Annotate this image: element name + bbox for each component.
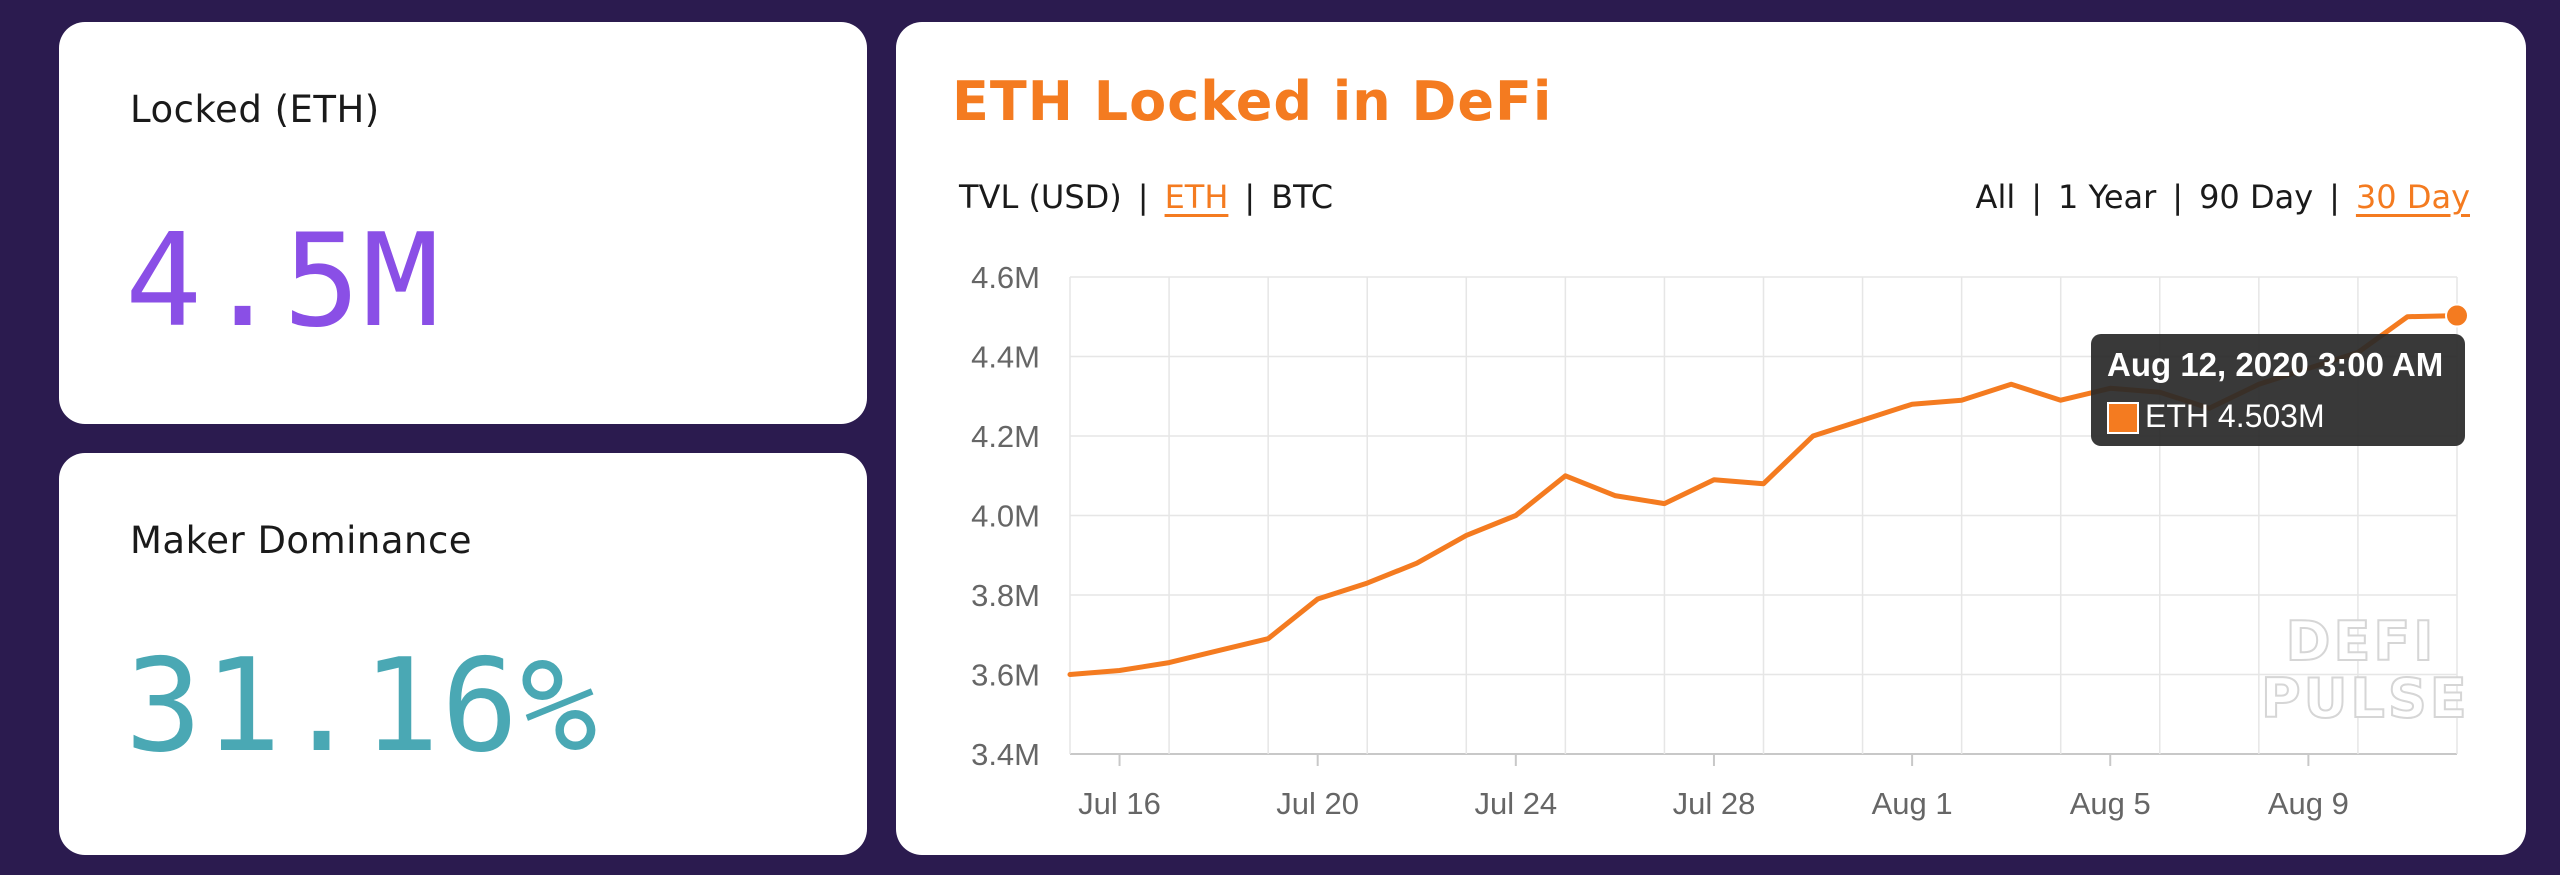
x-tick-label: Jul 20 — [1276, 786, 1359, 821]
toggle-tvl-usd[interactable]: TVL (USD) — [959, 178, 1122, 216]
chart-title: ETH Locked in DeFi — [952, 70, 1553, 133]
y-tick-label: 3.4M — [971, 737, 1040, 772]
toggle-eth[interactable]: ETH — [1164, 178, 1229, 216]
y-tick-label: 4.0M — [971, 499, 1040, 534]
tooltip-date: Aug 12, 2020 3:00 AM — [2107, 346, 2444, 383]
watermark-line-2: PULSE — [2260, 666, 2470, 730]
chart-tooltip: Aug 12, 2020 3:00 AM ETH 4.503M — [2091, 334, 2465, 446]
maker-dominance-card: Maker Dominance 31.16% — [59, 453, 867, 855]
tooltip-series-swatch — [2107, 402, 2139, 434]
y-tick-label: 4.6M — [971, 260, 1040, 295]
locked-eth-card: Locked (ETH) 4.5M — [59, 22, 867, 424]
toggle-separator: | — [2172, 178, 2184, 216]
hover-point-marker — [2445, 303, 2469, 328]
y-tick-label: 3.6M — [971, 658, 1040, 693]
x-tick-label: Jul 16 — [1078, 786, 1161, 821]
x-tick-label: Aug 1 — [1872, 786, 1953, 821]
toggle-separator: | — [2031, 178, 2042, 216]
toggle-all[interactable]: All — [1975, 178, 2016, 216]
y-tick-label: 3.8M — [971, 578, 1040, 613]
y-tick-label: 4.2M — [971, 419, 1040, 454]
toggle-90-day[interactable]: 90 Day — [2199, 178, 2314, 216]
watermark-line-1: DEFI — [2285, 610, 2437, 673]
toggle-1-year[interactable]: 1 Year — [2058, 178, 2157, 216]
x-tick-label: Jul 28 — [1673, 786, 1756, 821]
x-tick-label: Aug 9 — [2268, 786, 2349, 821]
locked-eth-value: 4.5M — [125, 207, 442, 356]
eth-locked-chart-card: ETH Locked in DeFi TVL (USD) | ETH | BTC… — [896, 22, 2526, 855]
toggle-separator: | — [2329, 178, 2340, 216]
y-tick-label: 4.4M — [971, 340, 1040, 375]
toggle-separator: | — [1137, 178, 1149, 216]
toggle-btc[interactable]: BTC — [1271, 178, 1334, 216]
unit-toggle-group: TVL (USD) | ETH | BTC — [959, 178, 1333, 216]
toggle-30-day[interactable]: 30 Day — [2355, 178, 2470, 216]
maker-dominance-label: Maker Dominance — [130, 519, 473, 562]
x-tick-label: Jul 24 — [1474, 786, 1557, 821]
locked-eth-label: Locked (ETH) — [130, 88, 380, 131]
x-tick-label: Aug 5 — [2070, 786, 2151, 821]
range-toggle-group: All | 1 Year | 90 Day | 30 Day — [1976, 178, 2470, 216]
tooltip-value: ETH 4.503M — [2145, 398, 2325, 434]
maker-dominance-value: 31.16% — [125, 632, 600, 781]
toggle-separator: | — [1244, 178, 1256, 216]
defi-pulse-watermark: DEFI PULSE — [2260, 610, 2470, 730]
